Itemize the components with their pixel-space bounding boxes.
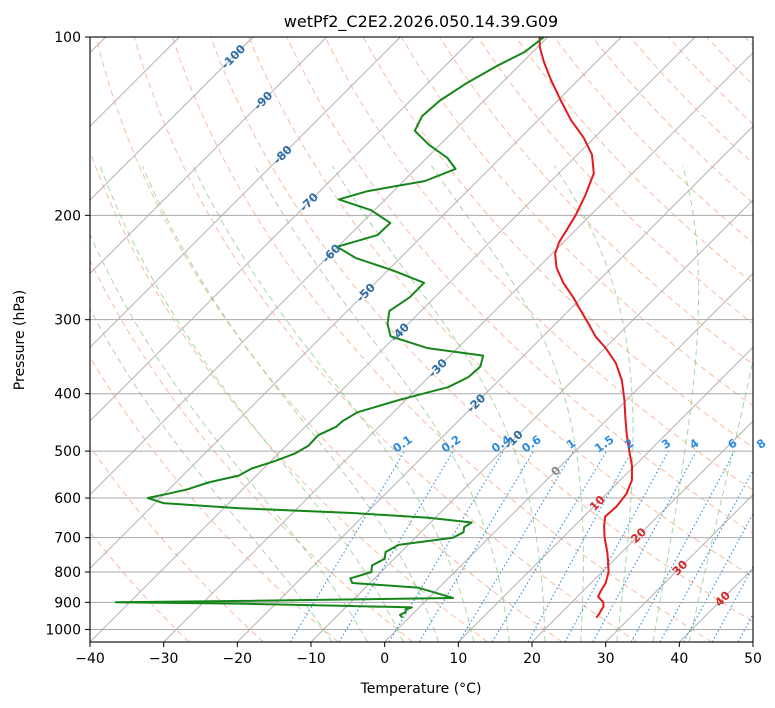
moist-adiabat-line [90, 233, 369, 642]
dry-adiabat-line [286, 37, 753, 534]
dry-adiabat-line [133, 37, 638, 642]
x-tick-label: 30 [597, 651, 615, 667]
mixing-ratio-line [418, 450, 535, 642]
x-tick-label: −10 [296, 651, 326, 667]
y-axis-label: Pressure (hPa) [12, 290, 28, 390]
y-tick-label: 700 [54, 531, 81, 547]
x-tick-label: 50 [744, 651, 762, 667]
x-tick-label: 0 [380, 651, 389, 667]
moist-adiabat-line [431, 165, 584, 642]
isotherm-line [90, 37, 254, 201]
isobar-gridlines [90, 37, 753, 630]
chart-title: wetPf2_C2E2.2026.050.14.39.G09 [284, 12, 558, 32]
isotherm-line [90, 37, 696, 642]
sounding-series [114, 37, 633, 619]
moist-adiabat-line [192, 165, 475, 642]
plot-frame [89, 36, 754, 643]
dry-adiabat-line [95, 37, 563, 642]
dewpoint-profile [114, 37, 545, 619]
y-axis-ticks: 100 200 300 400 500 600 700 800 900 1000 [45, 30, 90, 638]
moist-adiabat-line [332, 165, 546, 642]
mixing-ratio-line [527, 450, 633, 642]
moist-adiabat-line [554, 165, 634, 642]
x-tick-label: 40 [670, 651, 688, 667]
y-tick-label: 1000 [45, 622, 81, 638]
y-tick-label: 500 [54, 444, 81, 460]
dry-adiabat-line [90, 445, 264, 642]
mixing-ratio-line [491, 450, 607, 642]
x-tick-label: 20 [523, 651, 541, 667]
y-tick-label: 100 [54, 30, 81, 46]
y-tick-label: 200 [54, 208, 81, 224]
mixing-ratio-line [458, 450, 574, 642]
moist-adiabat-line [141, 165, 439, 642]
isotherm-line [384, 273, 753, 642]
isotherm-line [605, 494, 753, 642]
y-tick-label: 900 [54, 595, 81, 611]
isotherm-line [531, 420, 753, 642]
isotherm-line [237, 125, 753, 642]
mixing-ratio-line [683, 512, 753, 642]
y-tick-label: 800 [54, 565, 81, 581]
y-tick-label: 400 [54, 387, 81, 403]
x-axis-ticks: −40 −30 −20 −10 0 10 20 30 40 50 [75, 642, 762, 667]
dry-adiabat-line [248, 37, 753, 578]
temperature-profile [538, 37, 633, 619]
isotherm-line [163, 52, 753, 642]
isotherm-line [458, 346, 753, 642]
dry-adiabat-line [90, 259, 414, 642]
mixing-ratio-line [592, 450, 697, 642]
x-tick-label: −20 [223, 651, 253, 667]
background-lines [90, 37, 753, 642]
x-tick-label: −30 [149, 651, 179, 667]
mixing-ratio-line [659, 469, 753, 642]
mixing-ratio-line [388, 450, 504, 642]
isotherm-line [90, 37, 622, 569]
dry-adiabat-line [210, 37, 753, 623]
mixing-ratio-line [338, 450, 454, 642]
y-tick-label: 300 [54, 313, 81, 329]
moist-adiabat-line [688, 358, 753, 642]
x-tick-label: −40 [75, 651, 105, 667]
x-tick-label: 10 [449, 651, 467, 667]
isotherm-line [90, 37, 327, 275]
dry-adiabat-line [515, 37, 753, 284]
isotherm-line [90, 37, 401, 348]
x-axis-label: Temperature (°C) [360, 681, 482, 697]
isotherm-line [90, 37, 475, 422]
mixing-ratio-line [630, 450, 736, 642]
moist-adiabat-line [90, 308, 333, 642]
moist-adiabat-line [254, 165, 510, 642]
mixing-ratio-line [289, 450, 406, 642]
dry-adiabat-line [324, 37, 753, 491]
y-tick-label: 600 [54, 491, 81, 507]
dry-adiabat-line [171, 37, 712, 642]
moist-adiabat-line [652, 165, 700, 642]
isotherm-line [90, 37, 548, 496]
